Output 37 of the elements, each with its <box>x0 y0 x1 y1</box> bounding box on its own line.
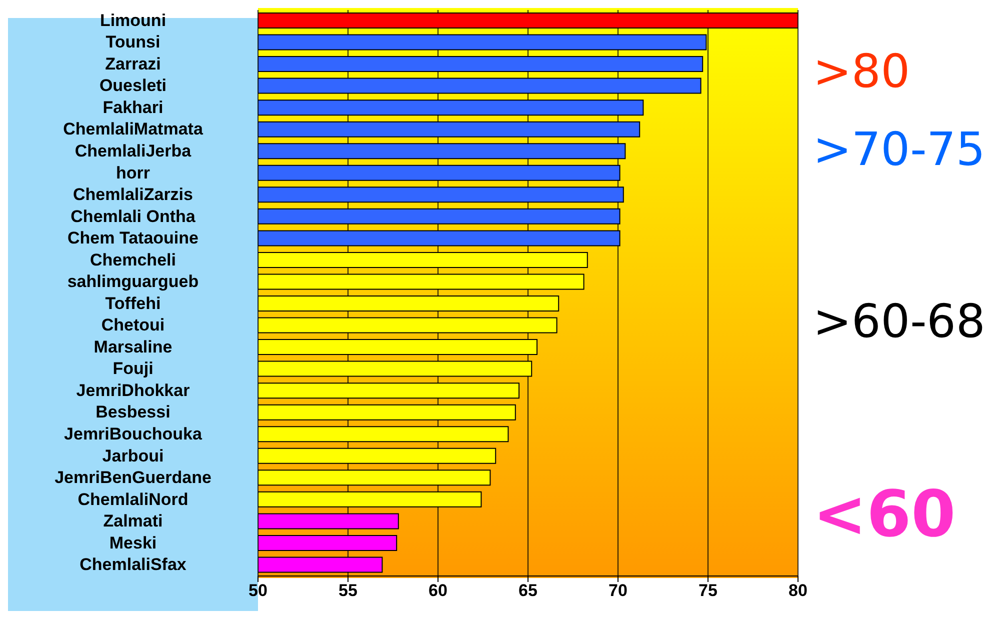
text: >80 <box>813 44 910 98</box>
y-tick-label: Ouesleti <box>99 76 167 96</box>
y-tick-label: horr <box>116 163 150 182</box>
x-tick-label: 70 <box>608 581 628 600</box>
y-tick-label: Besbessi <box>96 402 170 422</box>
y-tick-label: Zarrazi <box>105 54 161 74</box>
y-tick-label: ChemlaliZarzis <box>73 185 193 204</box>
y-tick-label: Chemcheli <box>90 250 176 270</box>
x-tick-label: 50 <box>248 581 268 600</box>
y-tick-label: Meski <box>109 533 157 552</box>
y-tick-label: sahlimguargueb <box>67 272 199 292</box>
y-tick-label: Toffehi <box>105 294 161 313</box>
y-tick-label: Marsaline <box>94 337 172 356</box>
x-tick-label: 80 <box>788 581 808 600</box>
y-tick-label: ChemlaliMatmata <box>63 120 204 139</box>
text: >60-68 <box>813 294 986 348</box>
y-tick-label: Fakhari <box>102 98 164 117</box>
y-tick-label: Tounsi <box>106 32 160 52</box>
x-tick-label: 55 <box>338 581 358 600</box>
y-tick-label: JemriBenGuerdane <box>54 468 212 488</box>
y-tick-label: Chem Tataouine <box>68 228 198 248</box>
y-tick-label: JemriDhokkar <box>76 380 190 400</box>
y-tick-label: ChemlaliNord <box>78 490 188 509</box>
y-tick-label: JemriBouchouka <box>64 424 202 444</box>
y-tick-label: Jarboui <box>102 446 164 466</box>
y-tick-label: Fouji <box>112 359 154 378</box>
y-tick-label: ChemlaliSfax <box>80 555 187 574</box>
y-tick-label: ChemlaliJerba <box>74 142 192 160</box>
x-tick-label: 65 <box>518 581 538 600</box>
y-tick-label: Chetoui <box>101 316 165 335</box>
y-tick-label: Limouni <box>100 10 166 30</box>
text: <60 <box>813 478 956 552</box>
y-tick-label: Chemlali Ontha <box>70 206 196 226</box>
x-tick-label: 75 <box>698 581 718 600</box>
x-tick-label: 60 <box>428 581 448 600</box>
text: >70-75 <box>813 122 986 176</box>
y-tick-label: Zalmati <box>103 512 163 531</box>
